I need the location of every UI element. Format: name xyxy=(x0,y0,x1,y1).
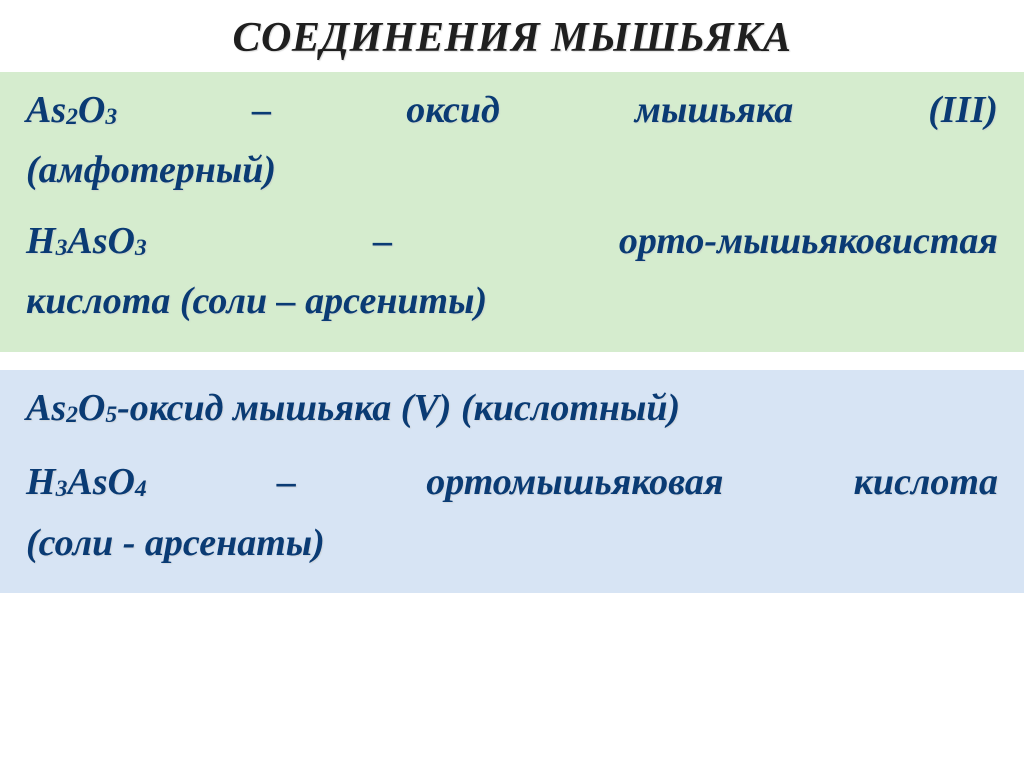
word-ortho-arsenous: орто-мышьяковистая xyxy=(619,215,998,267)
word-orthoarsenic: ортомышьяковая xyxy=(426,456,723,508)
f-sub1: 3 xyxy=(56,478,68,502)
spacer xyxy=(26,205,998,215)
f-sub2: 3 xyxy=(105,106,117,130)
word-oxide: оксид xyxy=(406,84,500,136)
f-prefix: As xyxy=(26,382,66,434)
b2-row2-line2: (соли - арсенаты) xyxy=(26,517,998,569)
f-mid: O xyxy=(78,382,105,434)
b1-row1-line2: (амфотерный) xyxy=(26,144,998,196)
word-arsenic: мышьяка xyxy=(635,84,793,136)
word-iii: (III) xyxy=(928,84,998,136)
b2-row1: As2O5 -оксид мышьяка (V) (кислотный) xyxy=(26,382,998,434)
dash: – xyxy=(252,84,271,136)
b1-row2-line2: кислота (соли – арсениты) xyxy=(26,275,998,327)
word-acid-salts-arsenites: кислота (соли – арсениты) xyxy=(26,275,487,327)
b1-row1-line1: As2O3 – оксид мышьяка (III) xyxy=(26,84,998,136)
f-mid: AsO xyxy=(67,215,135,267)
formula-h3aso3: H3AsO3 xyxy=(26,215,147,267)
block-arsenic-iii: As2O3 – оксид мышьяка (III) (амфотерный)… xyxy=(0,72,1024,352)
word-oxide-v-acidic: -оксид мышьяка (V) (кислотный) xyxy=(117,382,680,434)
f-sub1: 2 xyxy=(66,404,78,428)
formula-as2o3: As2O3 xyxy=(26,84,117,136)
word-acid: кислота xyxy=(854,456,998,508)
f-sub1: 3 xyxy=(56,237,68,261)
dash: – xyxy=(373,215,392,267)
f-prefix: As xyxy=(26,84,66,136)
f-prefix: H xyxy=(26,215,56,267)
dash: – xyxy=(277,456,296,508)
f-sub2: 3 xyxy=(135,237,147,261)
f-sub2: 5 xyxy=(105,404,117,428)
b2-row2-line1: H3AsO4 – ортомышьяковая кислота xyxy=(26,456,998,508)
slide: СОЕДИНЕНИЯ МЫШЬЯКА As2O3 – оксид мышьяка… xyxy=(0,0,1024,768)
f-mid: AsO xyxy=(67,456,135,508)
word-amphoteric: (амфотерный) xyxy=(26,144,276,196)
slide-title: СОЕДИНЕНИЯ МЫШЬЯКА xyxy=(0,0,1024,72)
b1-row2-line1: H3AsO3 – орто-мышьяковистая xyxy=(26,215,998,267)
formula-as2o5: As2O5 xyxy=(26,382,117,434)
f-sub1: 2 xyxy=(66,106,78,130)
block-gap xyxy=(0,352,1024,370)
f-prefix: H xyxy=(26,456,56,508)
formula-h3aso4: H3AsO4 xyxy=(26,456,147,508)
f-sub2: 4 xyxy=(135,478,147,502)
word-salts-arsenates: (соли - арсенаты) xyxy=(26,517,325,569)
spacer xyxy=(26,442,998,456)
f-mid: O xyxy=(78,84,105,136)
block-arsenic-v: As2O5 -оксид мышьяка (V) (кислотный) H3A… xyxy=(0,370,1024,593)
